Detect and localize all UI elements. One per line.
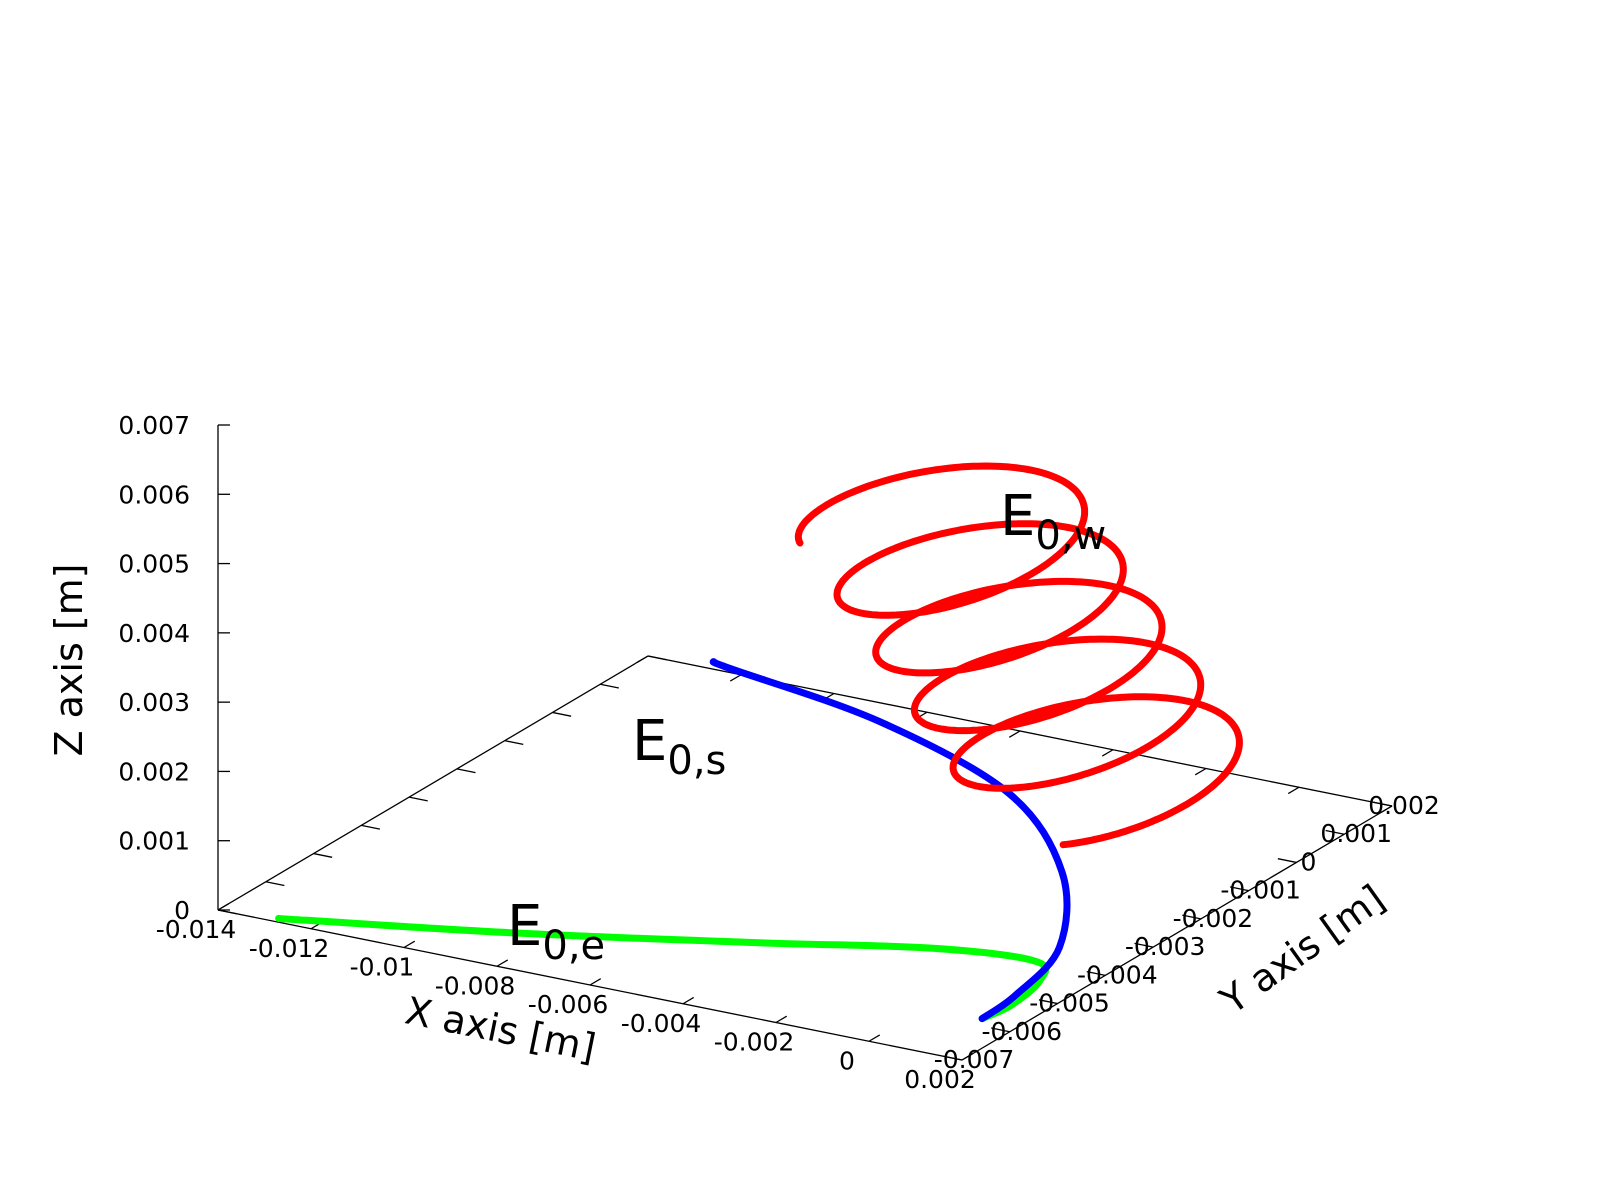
z-tick-label: 0.007: [118, 411, 190, 440]
x-tick-mark: [682, 996, 695, 1005]
x-tick-label: -0.01: [350, 953, 415, 982]
x-tick-mark-back: [1287, 786, 1300, 795]
z-axis-title: Z axis [m]: [47, 564, 91, 757]
x-tick-mark: [961, 1053, 974, 1061]
x-tick-mark-back: [636, 655, 649, 663]
data-series: [275, 462, 1243, 1023]
label-e0s: E0,s: [632, 709, 726, 784]
y-axis-line: [961, 805, 1393, 1061]
y-tick-label: -0.001: [1220, 876, 1301, 905]
label-e0e-sub: 0,e: [542, 923, 605, 969]
y-tick-label: -0.003: [1125, 932, 1206, 961]
y-tick-label: 0.001: [1320, 819, 1392, 848]
y-tick-label: -0.002: [1173, 904, 1254, 933]
label-e0s-main: E: [632, 709, 667, 774]
x-tick-label: -0.008: [435, 971, 516, 1000]
y-tick-mark-left: [456, 768, 476, 774]
y-tick-mark-left: [361, 824, 381, 830]
y-tick-mark: [1277, 858, 1297, 864]
y-tick-mark: [1086, 970, 1106, 976]
x-tick-label: 0.002: [904, 1065, 976, 1094]
y-tick-mark-left: [313, 852, 333, 858]
y-tick-mark-left: [504, 740, 524, 746]
x-tick-mark-back: [1008, 730, 1021, 738]
label-e0s-sub: 0,s: [667, 738, 726, 784]
y-tick-mark: [1373, 801, 1393, 807]
x-tick-label: -0.006: [528, 990, 609, 1019]
y-tick-mark: [1325, 829, 1345, 835]
series-e0w-helix: [794, 462, 1243, 849]
z-tick-label: 0.004: [118, 619, 190, 648]
y-tick-mark-left: [265, 881, 285, 887]
x-tick-label: 0: [839, 1046, 855, 1075]
label-e0w-main: E: [1000, 484, 1035, 549]
label-e0w: E0,w: [1000, 484, 1106, 559]
y-tick-mark-left: [408, 796, 428, 802]
x-tick-mark-back: [1194, 767, 1207, 776]
y-tick-label: 0.002: [1368, 791, 1440, 820]
z-tick-label: 0.005: [118, 550, 190, 579]
y-tick-label: -0.004: [1077, 960, 1158, 989]
axes: -0.014-0.012-0.01-0.008-0.006-0.004-0.00…: [118, 411, 1439, 1094]
x-tick-label: -0.012: [249, 934, 330, 963]
series-e0s-line: [709, 658, 1071, 1023]
y-tick-mark: [1229, 886, 1249, 892]
z-tick-label: 0.003: [118, 688, 190, 717]
x-tick-mark: [775, 1015, 788, 1024]
x-tick-mark-back: [1380, 805, 1393, 813]
y-tick-mark: [1134, 942, 1154, 948]
z-tick-label: 0: [174, 896, 190, 925]
x-tick-label: -0.002: [714, 1028, 795, 1057]
y-tick-mark-left: [600, 683, 619, 689]
label-e0w-sub: 0,w: [1035, 513, 1106, 559]
y-tick-mark-left: [647, 655, 667, 661]
x-tick-label: -0.004: [621, 1009, 702, 1038]
y-tick-mark: [943, 1055, 963, 1061]
x-tick-mark: [496, 959, 509, 967]
label-e0e-main: E: [507, 894, 542, 959]
x-tick-mark: [217, 903, 230, 911]
x-tick-mark: [868, 1034, 881, 1042]
y-tick-label: -0.007: [934, 1045, 1015, 1074]
x-tick-mark: [403, 940, 416, 949]
x-tick-mark-back: [729, 674, 742, 682]
label-e0e: E0,e: [507, 894, 605, 969]
x-tick-mark: [589, 978, 602, 986]
y-tick-label: -0.006: [981, 1017, 1062, 1046]
z-tick-label: 0.006: [118, 480, 190, 509]
y-tick-mark: [991, 1027, 1010, 1033]
x-tick-mark-back: [1101, 749, 1114, 757]
left-edge-line: [217, 655, 649, 911]
y-tick-mark-left: [552, 711, 572, 717]
y-tick-label: -0.005: [1029, 989, 1110, 1018]
series-e0e-line: [275, 914, 1050, 1023]
z-tick-label: 0.001: [118, 827, 190, 856]
z-tick-label: 0.002: [118, 757, 190, 786]
y-tick-mark: [1038, 999, 1058, 1005]
y-tick-label: 0: [1300, 847, 1316, 876]
y-tick-mark: [1182, 914, 1202, 920]
x-tick-label: -0.014: [156, 915, 237, 944]
